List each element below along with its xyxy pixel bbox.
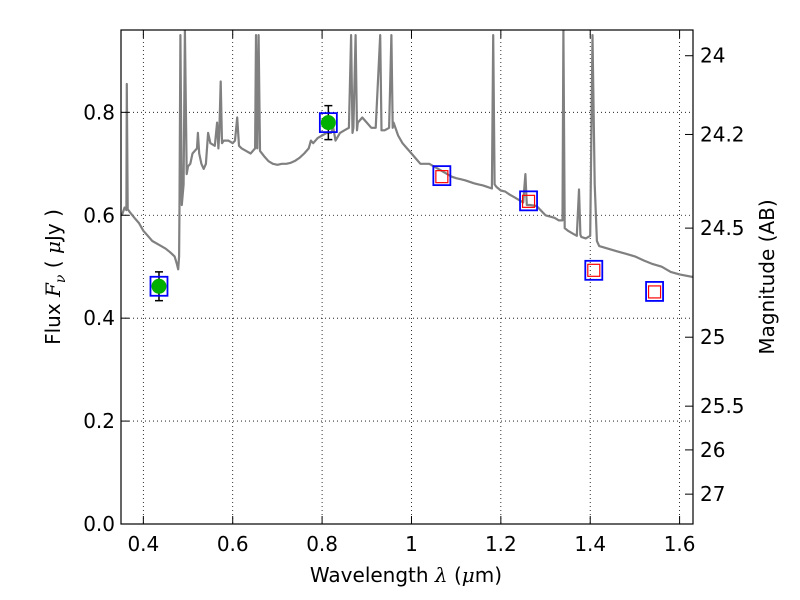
plot-background	[121, 30, 693, 524]
model-photometry-box	[645, 281, 664, 302]
right-tick-label: 27	[700, 482, 725, 506]
x-tick-label: 1	[405, 532, 418, 556]
model-photometry-box	[149, 275, 169, 297]
right-tick-label: 25.5	[700, 394, 745, 418]
plot-frame	[120, 29, 694, 525]
right-axis-label: Magnitude (AB)	[755, 199, 779, 354]
x-tick-label: 1.2	[485, 532, 517, 556]
grid	[121, 30, 693, 524]
y-tick-label: 0.6	[83, 203, 115, 227]
predicted-point	[521, 194, 536, 208]
right-tick-label: 24.2	[700, 122, 745, 146]
observed-point	[151, 278, 167, 294]
predicted-point	[647, 285, 662, 299]
data-layer	[121, 30, 693, 302]
x-tick-label: 0.4	[127, 532, 159, 556]
x-tick-label: 1.6	[664, 532, 696, 556]
x-tick-label: 0.6	[217, 532, 249, 556]
model-photometry-box	[584, 259, 604, 281]
predicted-point	[435, 170, 449, 184]
ticks: 0.4 0.6 0.8 1 1.2 1.4 1.6 0.0 0.2 0.4 0.6 0.8 24 24.2…	[83, 30, 745, 556]
y-tick-label: 0.0	[83, 512, 115, 536]
right-tick-label: 24.5	[700, 216, 745, 240]
x-tick-label: 0.8	[306, 532, 338, 556]
x-tick-label: 1.4	[574, 532, 606, 556]
y-tick-label: 0.8	[83, 100, 115, 124]
x-axis-label: Wavelength λ (μm)	[310, 563, 502, 587]
right-tick-label: 26	[700, 438, 725, 462]
model-photometry-box	[318, 112, 338, 134]
observed-point	[320, 115, 336, 131]
y-axis-label: Flux Fν ( μJy )	[41, 209, 69, 345]
model-photometry-box	[432, 165, 452, 187]
predicted-point	[587, 263, 601, 277]
y-tick-label: 0.2	[83, 409, 115, 433]
model-spectrum-line	[121, 30, 693, 279]
right-tick-label: 24	[700, 44, 725, 68]
right-tick-label: 25	[700, 325, 725, 349]
y-tick-label: 0.4	[83, 306, 115, 330]
model-photometry-box	[519, 190, 538, 212]
